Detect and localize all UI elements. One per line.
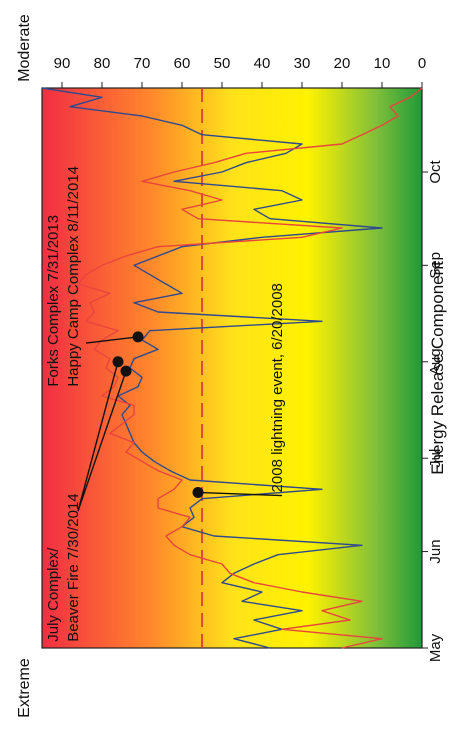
annotation-2: Beaver Fire 7/30/2014 [65,493,82,641]
annotation-leader-4 [197,491,283,497]
y-tick-label-90: 90 [54,55,71,72]
y-tick-label-70: 70 [134,55,151,72]
x-tick-label-aug: Aug [427,348,444,375]
annotation-1: July Complex/ [45,547,62,642]
annotation-4: Happy Camp Complex 8/11/2014 [65,166,82,387]
x-tick-label-jun: Jun [427,539,444,563]
y-tick-label-30: 30 [294,55,311,72]
y-tick-label-80: 80 [94,55,111,72]
annotation-3: Forks Complex 7/31/2013 [45,215,62,387]
x-tick-label-oct: Oct [427,160,444,184]
moderate-label: Moderate [16,14,33,82]
y-tick-label-40: 40 [254,55,271,72]
annotation-leader-1 [77,370,127,512]
annotation-leader-2 [77,361,119,512]
y-axis-label: Energy Release Component [428,261,447,475]
annotation-leader-3 [85,336,139,344]
x-tick-label-jul: Jul [427,449,444,468]
y-tick-label-20: 20 [334,55,351,72]
annotation-5: 2008 lightning event, 6/20/2008 [269,283,286,492]
y-tick-label-10: 10 [374,55,391,72]
y-tick-label-0: 0 [418,55,426,72]
plot-background [41,87,423,649]
extreme-label: Extreme [16,658,33,718]
x-tick-label-sep: Sep [427,252,444,279]
series-line-2 [77,87,423,649]
annotations: July Complex/Beaver Fire 7/30/2014 Forks … [45,166,286,642]
y-tick-label-60: 60 [174,55,191,72]
axes: 0 10 20 30 40 50 60 70 80 90 May Jun Jul Aug Sep Oct [54,55,444,662]
x-tick-label-may: May [427,633,444,662]
y-tick-label-50: 50 [214,55,231,72]
